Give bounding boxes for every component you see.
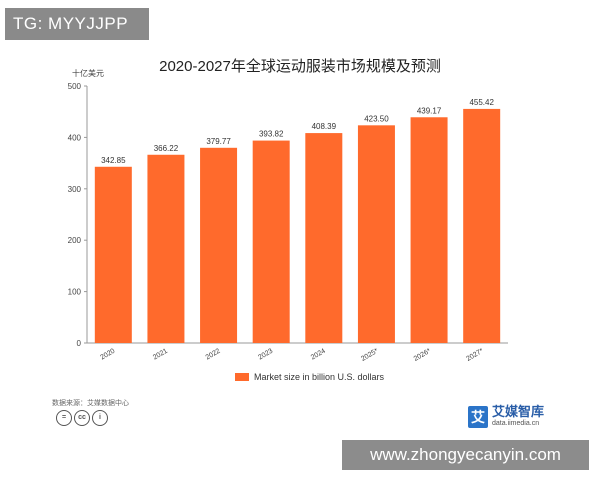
y-axis-unit-label: 十亿美元 [72,69,104,78]
x-tick-label: 2023 [257,348,274,362]
legend: Market size in billion U.S. dollars [235,370,384,384]
y-tick-label: 400 [68,133,82,142]
equals-icon: = [56,410,72,426]
y-tick-label: 100 [68,288,82,297]
x-tick-label: 2024 [310,348,327,362]
bar-value-label: 439.17 [417,106,442,115]
x-tick-label: 2021 [152,348,169,362]
source-label: 数据来源：艾媒数据中心 [52,400,129,407]
bar-value-label: 342.85 [101,156,126,165]
bar-value-label: 408.39 [312,122,337,131]
chart-title: 2020-2027年全球运动服装市场规模及预测 [159,58,441,75]
brand-logo-icon: 艾 [468,405,488,428]
bar [357,125,395,343]
bar-value-label: 379.77 [206,137,231,146]
x-tick-label: 2027* [465,348,485,363]
brand-name: 艾媒智库 [492,404,545,419]
cc-icon: cc [74,410,90,426]
brand-url: data.iimedia.cn [492,420,540,427]
x-tick-label: 2022 [205,348,222,362]
y-tick-label: 300 [68,185,82,194]
bar [305,133,343,343]
legend-swatch [235,373,249,381]
bar-value-label: 393.82 [259,130,284,139]
brand-logo-block: 艾 艾媒智库 data.iimedia.cn [468,405,544,428]
bar [200,147,238,343]
bar [410,117,448,343]
x-tick-label: 2026* [413,348,433,363]
x-tick-label: 2025* [360,348,380,363]
bar-value-label: 455.42 [469,98,494,107]
y-tick-label: 0 [77,339,82,348]
bar [94,166,132,343]
y-tick-label: 500 [68,82,82,91]
watermark-url: www.zhongyecanyin.com [342,440,589,470]
bar-value-label: 423.50 [364,114,389,123]
license-icons: = cc i [56,410,108,426]
bar [463,108,501,343]
bar-value-label: 366.22 [154,144,179,153]
attribution-icon: i [92,410,108,426]
legend-label: Market size in billion U.S. dollars [254,372,385,382]
x-tick-label: 2020 [99,348,116,362]
y-tick-label: 200 [68,236,82,245]
tg-label: TG: MYYJJPP [5,8,149,40]
bar [147,154,185,343]
bar [252,140,290,343]
